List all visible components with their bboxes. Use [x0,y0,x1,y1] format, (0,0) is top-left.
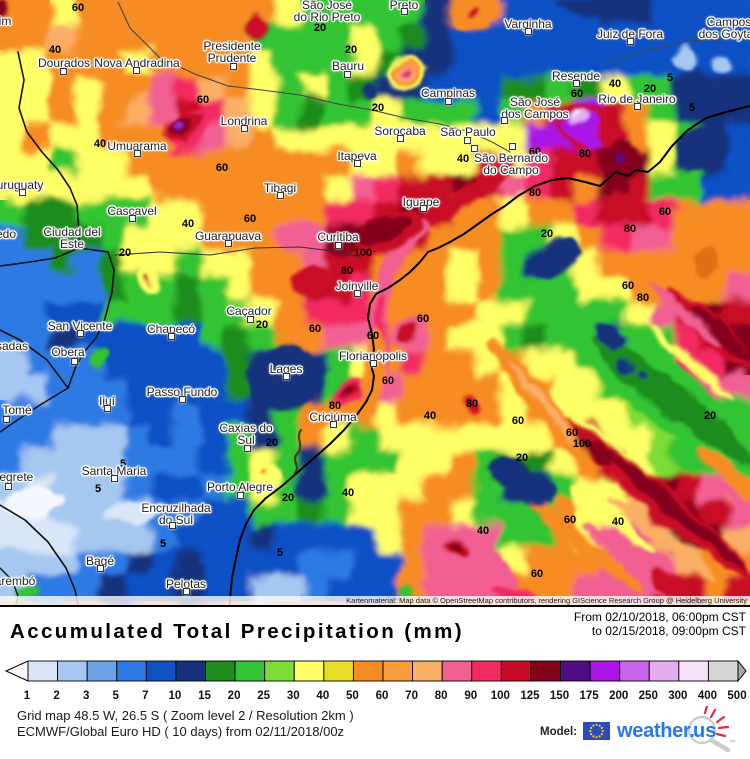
svg-text:60: 60 [309,323,321,335]
svg-text:60: 60 [417,313,429,325]
svg-text:5: 5 [113,690,120,702]
svg-text:80: 80 [466,398,478,410]
svg-text:60: 60 [659,206,671,218]
svg-text:60: 60 [72,2,84,14]
svg-text:5: 5 [95,483,101,495]
svg-text:20: 20 [266,437,278,449]
svg-text:40: 40 [609,78,621,90]
svg-text:80: 80 [529,187,541,199]
svg-text:100: 100 [491,690,510,702]
svg-text:5: 5 [277,547,283,559]
svg-text:60: 60 [531,568,543,580]
svg-text:20: 20 [314,22,326,34]
svg-text:2: 2 [53,690,59,702]
svg-text:™: ™ [729,739,735,746]
svg-text:90: 90 [464,690,477,702]
svg-text:5: 5 [160,538,166,550]
svg-text:60: 60 [367,330,379,342]
svg-text:5: 5 [689,102,695,114]
svg-text:80: 80 [637,292,649,304]
svg-text:100: 100 [573,438,591,450]
svg-text:20: 20 [282,492,294,504]
svg-text:60: 60 [512,415,524,427]
svg-text:20: 20 [228,690,241,702]
svg-text:60: 60 [376,690,389,702]
svg-text:3: 3 [83,690,89,702]
svg-text:60: 60 [216,162,228,174]
svg-text:20: 20 [516,452,528,464]
svg-text:125: 125 [520,690,540,702]
svg-text:20: 20 [119,247,131,259]
svg-text:50: 50 [346,690,359,702]
svg-text:40: 40 [316,690,329,702]
svg-text:80: 80 [624,223,636,235]
svg-text:40: 40 [612,516,624,528]
svg-text:60: 60 [244,213,256,225]
svg-text:us: us [693,720,716,742]
svg-text:80: 80 [579,148,591,160]
svg-text:5: 5 [120,458,126,470]
svg-text:1: 1 [24,690,31,702]
svg-text:60: 60 [566,427,578,439]
svg-text:60: 60 [197,94,209,106]
svg-text:60: 60 [529,146,541,158]
svg-text:60: 60 [382,375,394,387]
svg-text:40: 40 [182,218,194,230]
svg-text:100: 100 [354,247,372,259]
svg-text:80: 80 [435,690,448,702]
svg-text:10: 10 [169,690,182,702]
svg-text:20: 20 [345,44,357,56]
svg-text:20: 20 [541,228,553,240]
svg-text:80: 80 [341,265,353,277]
svg-text:40: 40 [94,138,106,150]
svg-text:70: 70 [405,690,418,702]
svg-text:20: 20 [256,319,268,331]
svg-text:80: 80 [329,400,341,412]
svg-text:5: 5 [667,72,673,84]
svg-text:175: 175 [579,690,599,702]
svg-text:200: 200 [609,690,628,702]
svg-text:20: 20 [372,102,384,114]
svg-text:500: 500 [727,690,746,702]
svg-text:20: 20 [644,83,656,95]
svg-text:25: 25 [257,690,270,702]
svg-text:40: 40 [342,487,354,499]
svg-text:60: 60 [564,514,576,526]
svg-text:weather.: weather. [616,720,695,742]
svg-text:250: 250 [639,690,658,702]
svg-text:40: 40 [424,410,436,422]
svg-text:40: 40 [477,525,489,537]
svg-text:20: 20 [704,410,716,422]
svg-text:30: 30 [287,690,300,702]
svg-text:400: 400 [698,690,717,702]
svg-text:150: 150 [550,690,569,702]
svg-text:40: 40 [49,44,61,56]
svg-text:15: 15 [198,690,211,702]
svg-text:300: 300 [668,690,687,702]
svg-text:40: 40 [457,153,469,165]
svg-text:7: 7 [142,690,148,702]
svg-text:60: 60 [622,280,634,292]
svg-text:60: 60 [571,88,583,100]
